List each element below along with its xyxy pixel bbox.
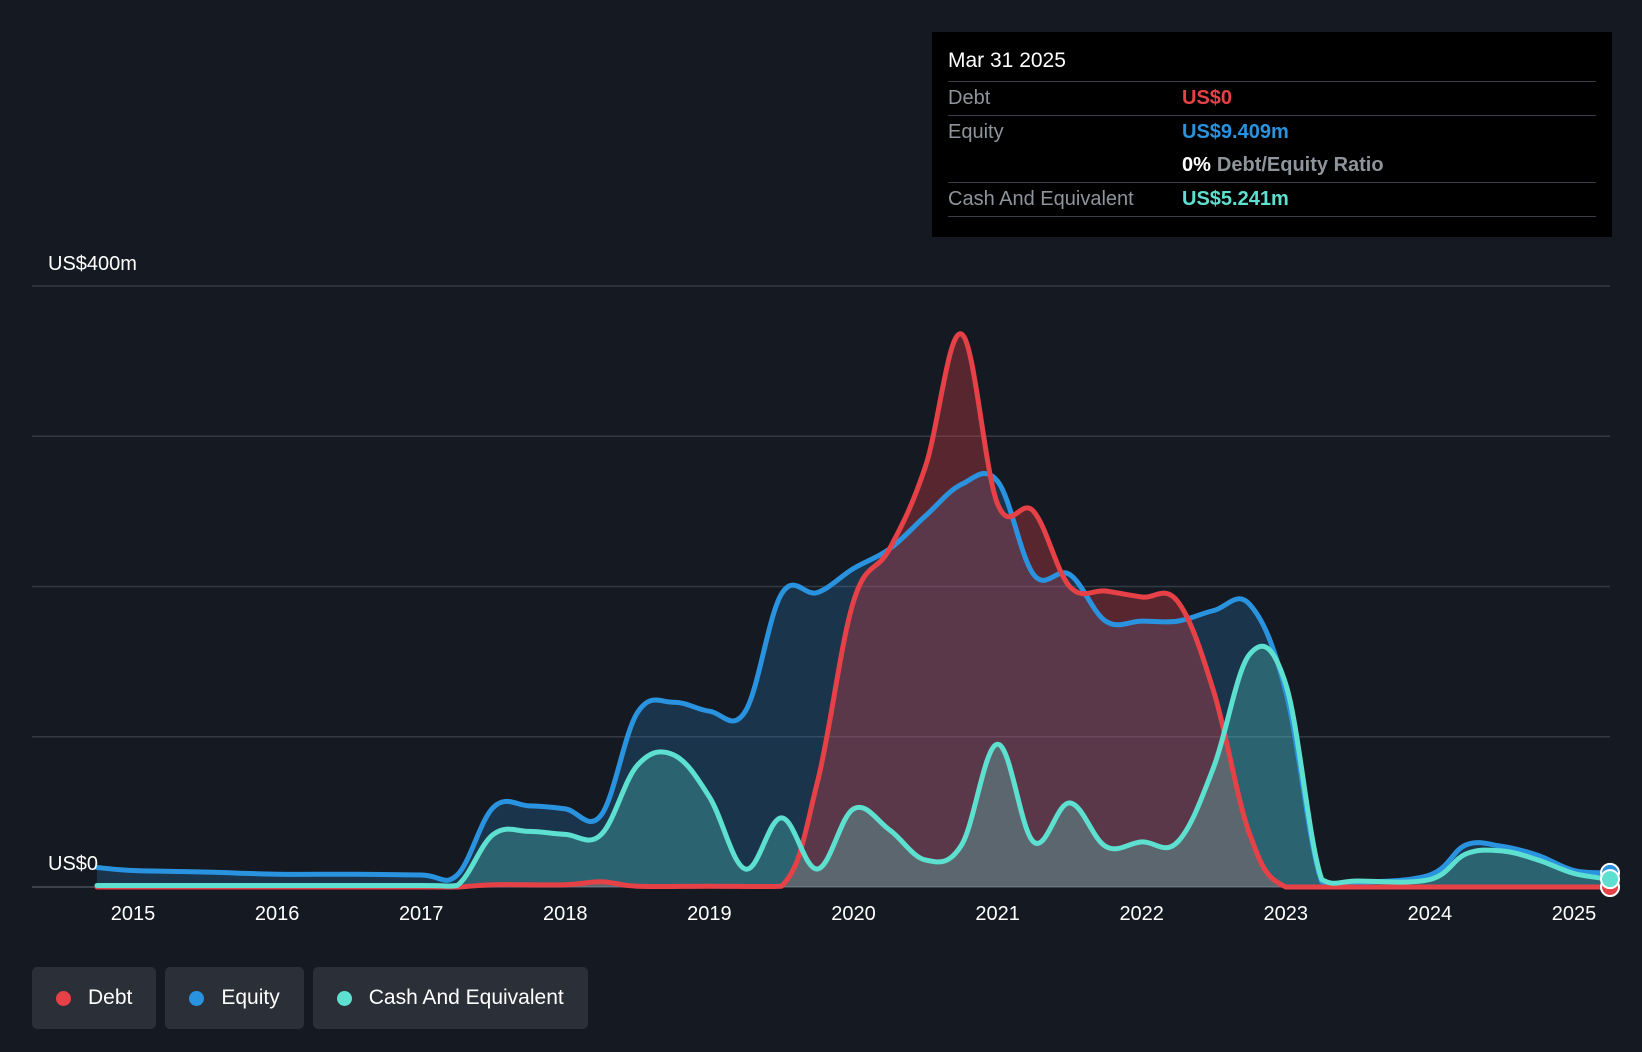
legend-dot-debt: [56, 990, 71, 1006]
tooltip-cash-value: US$5.241m: [1182, 188, 1289, 210]
x-tick-label: 2021: [975, 903, 1020, 925]
x-tick-label: 2022: [1119, 903, 1164, 925]
x-tick-label: 2020: [831, 903, 876, 925]
tooltip-ratio-label: Debt/Equity Ratio: [1216, 154, 1384, 176]
legend-label-cash: Cash And Equivalent: [368, 986, 564, 1009]
tooltip-row-equity: Equity US$9.409m: [948, 115, 1596, 149]
x-tick-label: 2019: [687, 903, 732, 925]
tooltip-equity-label: Equity: [948, 121, 1004, 143]
tooltip-ratio-value: 0%: [1182, 154, 1211, 176]
tooltip-row-cash: Cash And Equivalent US$5.241m: [948, 182, 1596, 217]
tooltip-date: Mar 31 2025: [948, 49, 1066, 72]
tooltip-row-ratio: 0% Debt/Equity Ratio: [948, 149, 1596, 182]
legend-item-debt[interactable]: Debt: [32, 967, 157, 1029]
x-tick-label: 2024: [1408, 903, 1453, 925]
x-axis-ticks: 2015 2016 2017 2018 2019 2020 2021 2022 2023 2024…: [111, 903, 1597, 925]
legend: Debt Equity Cash And Equivalent: [32, 967, 588, 1029]
x-tick-label: 2016: [255, 903, 300, 925]
line-cash-and-equivalent: [94, 643, 1613, 889]
tooltip-debt-value: US$0: [1182, 87, 1233, 109]
legend-item-equity[interactable]: Equity: [165, 967, 304, 1029]
tooltip-equity-value: US$9.409m: [1182, 121, 1289, 143]
x-tick-label: 2023: [1264, 903, 1309, 925]
tooltip-panel: Mar 31 2025 Debt US$0 Equity US$9.409m 0…: [932, 32, 1612, 237]
end-markers: [1600, 862, 1621, 897]
y-axis-top-label: US$400m: [48, 253, 137, 275]
legend-item-cash[interactable]: Cash And Equivalent: [312, 967, 588, 1029]
tooltip-debt-label: Debt: [948, 87, 991, 109]
x-tick-label: 2017: [399, 903, 444, 925]
tooltip-cash-label: Cash And Equivalent: [948, 188, 1134, 210]
x-tick-label: 2015: [111, 903, 156, 925]
legend-label-equity: Equity: [221, 986, 280, 1009]
legend-dot-cash: [336, 990, 352, 1006]
tooltip-row-debt: Debt US$0: [948, 81, 1596, 115]
series-lines: [94, 331, 1613, 890]
x-tick-label: 2025: [1552, 903, 1597, 925]
y-axis-zero-label: US$0: [48, 853, 98, 875]
legend-dot-equity: [189, 990, 205, 1006]
legend-label-debt: Debt: [88, 986, 133, 1009]
line-debt: [94, 331, 1613, 890]
x-tick-label: 2018: [543, 903, 588, 925]
end-marker-cash-and-equivalent: [1600, 869, 1621, 890]
area-equity: [97, 473, 1610, 887]
